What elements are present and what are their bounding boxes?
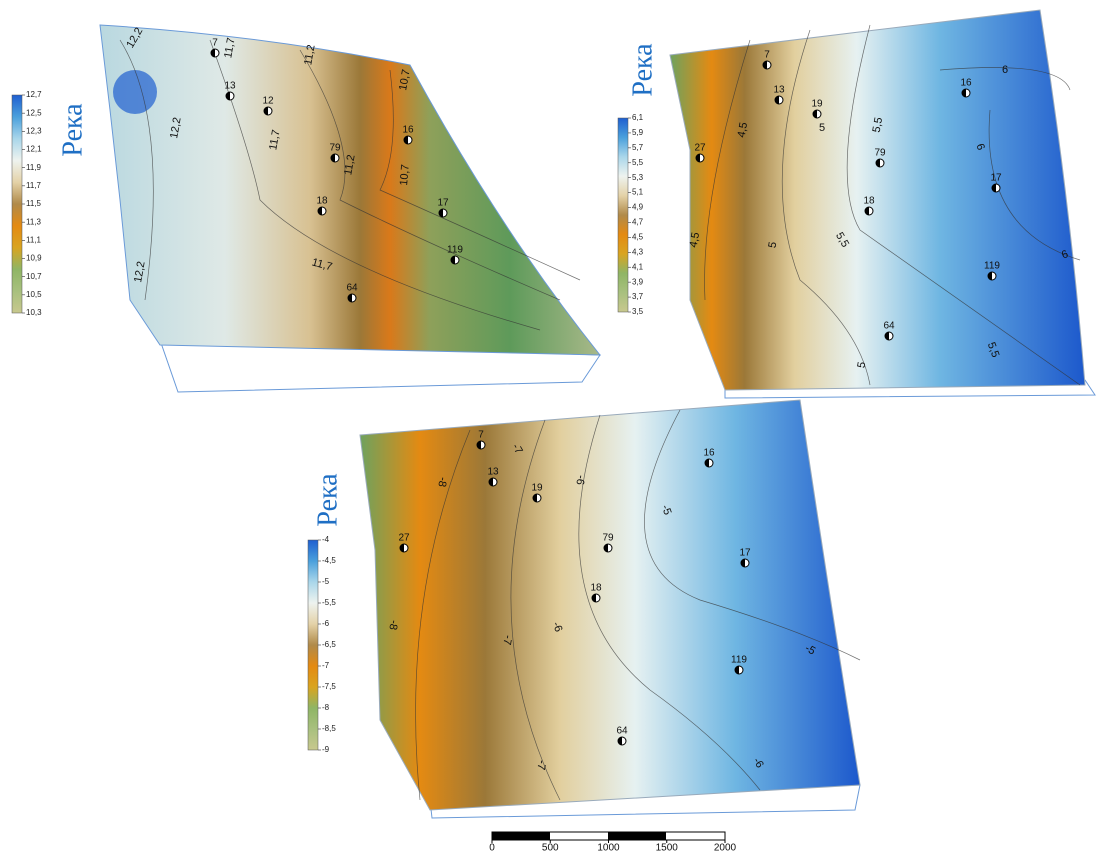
scale-tick-label: 1500 <box>656 843 679 853</box>
well-label: 7 <box>764 50 770 61</box>
colorbar-tick-label: -5 <box>322 577 330 586</box>
colorbar <box>618 118 628 312</box>
colorbar-tick-label: 10,9 <box>26 254 42 263</box>
colorbar-tick-label: 11,5 <box>26 199 42 208</box>
scale-tick-label: 1000 <box>597 843 620 853</box>
colorbar-tick-label: -8 <box>322 703 330 712</box>
well-label: 27 <box>398 533 410 544</box>
well-label: 19 <box>811 99 823 110</box>
colorbar-tick-label: 4,3 <box>632 247 644 256</box>
well-label: 64 <box>616 726 628 737</box>
well-label: 12 <box>262 96 274 107</box>
colorbar-tick-label: 10,5 <box>26 290 42 299</box>
well-label: 27 <box>694 143 706 154</box>
colorbar-tick-label: 4,9 <box>632 203 644 212</box>
well-label: 64 <box>346 283 358 294</box>
colorbar-tick-label: 5,5 <box>632 158 644 167</box>
well-label: 119 <box>447 245 463 256</box>
contour-label: 10,7 <box>398 164 412 186</box>
contour-label: -7 <box>500 634 514 646</box>
scale-tick-label: 500 <box>542 843 559 853</box>
colorbar-tick-label: -4,5 <box>322 556 336 565</box>
map-surface <box>670 10 1085 390</box>
colorbar-tick-label: 5,3 <box>632 173 644 182</box>
well-label: 16 <box>402 125 414 136</box>
map-surface <box>100 25 600 355</box>
contour-label: 5 <box>819 122 825 134</box>
colorbar-tick-label: 3,7 <box>632 292 644 301</box>
well-label: 16 <box>703 448 715 459</box>
scale-tick-label: 2000 <box>714 843 737 853</box>
colorbar-tick-label: 5,7 <box>632 143 644 152</box>
colorbar-tick-label: 6,1 <box>632 113 644 122</box>
colorbar-tick-label: -8,5 <box>322 724 336 733</box>
colorbar-tick-label: -6 <box>322 619 330 628</box>
colorbar <box>12 95 22 313</box>
scale-bar-segment <box>608 832 666 840</box>
contour-label: -8 <box>435 476 449 488</box>
colorbar-tick-label: -7 <box>322 661 330 670</box>
colorbar-tick-label: -4 <box>322 535 330 544</box>
well-label: 17 <box>990 173 1002 184</box>
colorbar-tick-label: 12,5 <box>26 108 42 117</box>
scale-bar-segment <box>492 832 550 840</box>
colorbar-tick-label: 11,7 <box>26 181 42 190</box>
contour-label: -8 <box>386 619 400 631</box>
colorbar-tick-label: 12,7 <box>26 90 42 99</box>
well-label: 19 <box>531 483 543 494</box>
colorbar-tick-label: 3,9 <box>632 277 644 286</box>
well-label: 64 <box>883 321 895 332</box>
well-label: 79 <box>874 148 886 159</box>
well-label: 13 <box>224 81 236 92</box>
colorbar-tick-label: -9 <box>322 745 330 754</box>
well-label: 18 <box>590 583 602 594</box>
colorbar-tick-label: 4,7 <box>632 218 644 227</box>
river-label: Река <box>312 473 343 527</box>
colorbar-tick-label: 12,3 <box>26 126 42 135</box>
colorbar-tick-label: -5,5 <box>322 598 336 607</box>
figure: 12,7 12,5 12,3 12,1 11,9 11,7 11,5 11,3 11,1 10,9… <box>0 0 1103 853</box>
colorbar-tick-label: 12,1 <box>26 145 42 154</box>
contour-label: -7 <box>534 759 548 771</box>
contour-label: -6 <box>573 474 587 486</box>
colorbar-tick-label: 10,7 <box>26 272 42 281</box>
colorbar-tick-label: -7,5 <box>322 682 336 691</box>
well-label: 17 <box>739 548 751 559</box>
well-label: 79 <box>329 143 341 154</box>
colorbar-tick-label: 10,3 <box>26 308 42 317</box>
map-surface <box>360 400 860 810</box>
colorbar-tick-label: 4,1 <box>632 262 644 271</box>
map-high <box>113 70 157 114</box>
page: 12,7 12,5 12,3 12,1 11,9 11,7 11,5 11,3 11,1 10,9… <box>0 0 1103 853</box>
contour-label: 6 <box>1002 64 1008 76</box>
river-label: Река <box>57 103 88 157</box>
well-label: 17 <box>437 198 449 209</box>
well-label: 7 <box>478 430 484 441</box>
colorbar <box>308 540 318 750</box>
well-label: 13 <box>773 85 785 96</box>
colorbar-tick-label: -6,5 <box>322 640 336 649</box>
colorbar-tick-label: 11,9 <box>26 163 42 172</box>
river-label: Река <box>627 43 658 97</box>
scale-tick-label: 0 <box>489 843 495 853</box>
well-label: 79 <box>602 533 614 544</box>
colorbar-tick-label: 11,3 <box>26 217 42 226</box>
colorbar-tick-label: 3,5 <box>632 307 644 316</box>
colorbar-tick-label: 5,1 <box>632 188 644 197</box>
colorbar-tick-label: 4,5 <box>632 232 644 241</box>
colorbar-tick-label: 5,9 <box>632 128 644 137</box>
well-label: 119 <box>731 655 747 666</box>
colorbar-tick-label: 11,1 <box>26 235 42 244</box>
well-label: 18 <box>863 196 875 207</box>
well-label: 16 <box>960 78 972 89</box>
well-label: 18 <box>316 196 328 207</box>
well-label: 13 <box>487 467 499 478</box>
well-label: 119 <box>984 261 1000 272</box>
well-label: 7 <box>212 38 218 49</box>
